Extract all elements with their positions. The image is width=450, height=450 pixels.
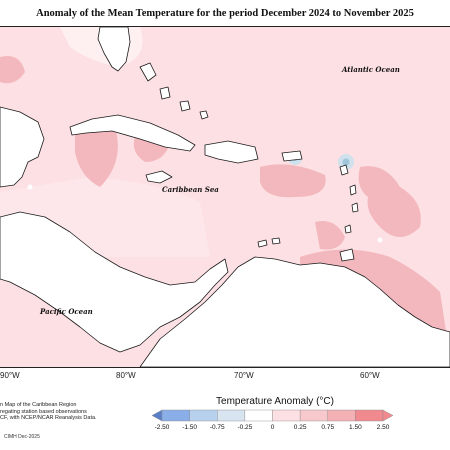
land-hispaniola <box>204 140 259 164</box>
legend-title: Temperature Anomaly (°C) <box>216 396 334 407</box>
legend-tick-label: 1.50 <box>349 424 362 431</box>
land-puerto-rico <box>281 150 303 162</box>
color-legend-bar <box>151 409 394 422</box>
longitude-label: 80°W <box>116 371 136 380</box>
warm-anomaly-area <box>75 119 118 187</box>
land-lesser-antilles <box>339 164 349 176</box>
map-panel: Atlantic Ocean Caribbean Sea Pacific Oce… <box>0 26 450 368</box>
land-lesser-antilles <box>344 224 352 234</box>
land-bahamas <box>199 110 209 120</box>
credit-line: n Map of the Caribbean Region <box>0 402 77 408</box>
legend-swatch <box>327 409 356 422</box>
legend-tick-label: -1.50 <box>182 424 198 431</box>
legend-swatch <box>272 409 301 422</box>
land-cuba <box>69 114 196 152</box>
land-abc-islands <box>257 239 268 248</box>
legend-swatch <box>161 409 190 422</box>
land-lesser-antilles <box>349 184 357 196</box>
cool-anomaly-spot <box>342 158 350 166</box>
map-canvas <box>0 27 450 367</box>
legend-arrow-right <box>382 409 394 422</box>
legend-tick-label: -2.50 <box>154 424 170 431</box>
credit-line: regating station based observations <box>0 408 87 415</box>
land-bahamas <box>179 100 191 112</box>
legend-tick-label: -0.75 <box>209 424 225 431</box>
land-abc-islands <box>271 237 281 245</box>
label-caribbean-sea: Caribbean Sea <box>162 185 219 194</box>
label-pacific-ocean: Pacific Ocean <box>40 307 93 316</box>
warm-anomaly-area <box>0 56 25 84</box>
longitude-label: 90°W <box>0 371 20 380</box>
legend-swatch <box>244 409 273 422</box>
legend-arrow-left <box>151 409 163 422</box>
cool-anomaly-spot <box>377 237 383 243</box>
land-florida <box>97 27 131 72</box>
legend-tick-label: 0 <box>270 424 275 431</box>
map-credits: n Map of the Caribbean Region regating s… <box>0 402 97 422</box>
legend-swatch <box>299 409 328 422</box>
land-lesser-antilles <box>351 202 359 213</box>
land-yucatan-central-america <box>0 106 45 188</box>
land-trinidad <box>339 248 355 262</box>
legend-tick-label: -0.25 <box>237 424 253 431</box>
land-central-america <box>0 211 229 353</box>
legend-tick-label: 2.50 <box>376 424 390 431</box>
land-bahamas <box>159 86 171 100</box>
warm-anomaly-area <box>260 164 326 198</box>
land-south-america <box>139 256 450 367</box>
warm-anomaly-area <box>315 221 345 250</box>
land-bahamas <box>139 62 157 82</box>
warm-anomaly-area <box>358 166 421 237</box>
cool-anomaly-spot <box>27 184 33 190</box>
legend-swatch <box>217 409 246 422</box>
map-title: Anomaly of the Mean Temperature for the … <box>36 8 414 19</box>
label-atlantic-ocean: Atlantic Ocean <box>342 65 400 74</box>
credit-line: CF, with NCEP/NCAR Reanalysis Data. <box>0 415 97 422</box>
copyright-text: CIMH Dec-2025 <box>4 434 40 440</box>
legend-tick-label: 0.25 <box>293 424 307 431</box>
longitude-label: 60°W <box>360 371 380 380</box>
legend-swatch <box>355 409 384 422</box>
land-jamaica <box>145 170 173 184</box>
legend-tick-label: 0.75 <box>321 424 335 431</box>
legend-swatch <box>189 409 218 422</box>
longitude-label: 70°W <box>234 371 254 380</box>
